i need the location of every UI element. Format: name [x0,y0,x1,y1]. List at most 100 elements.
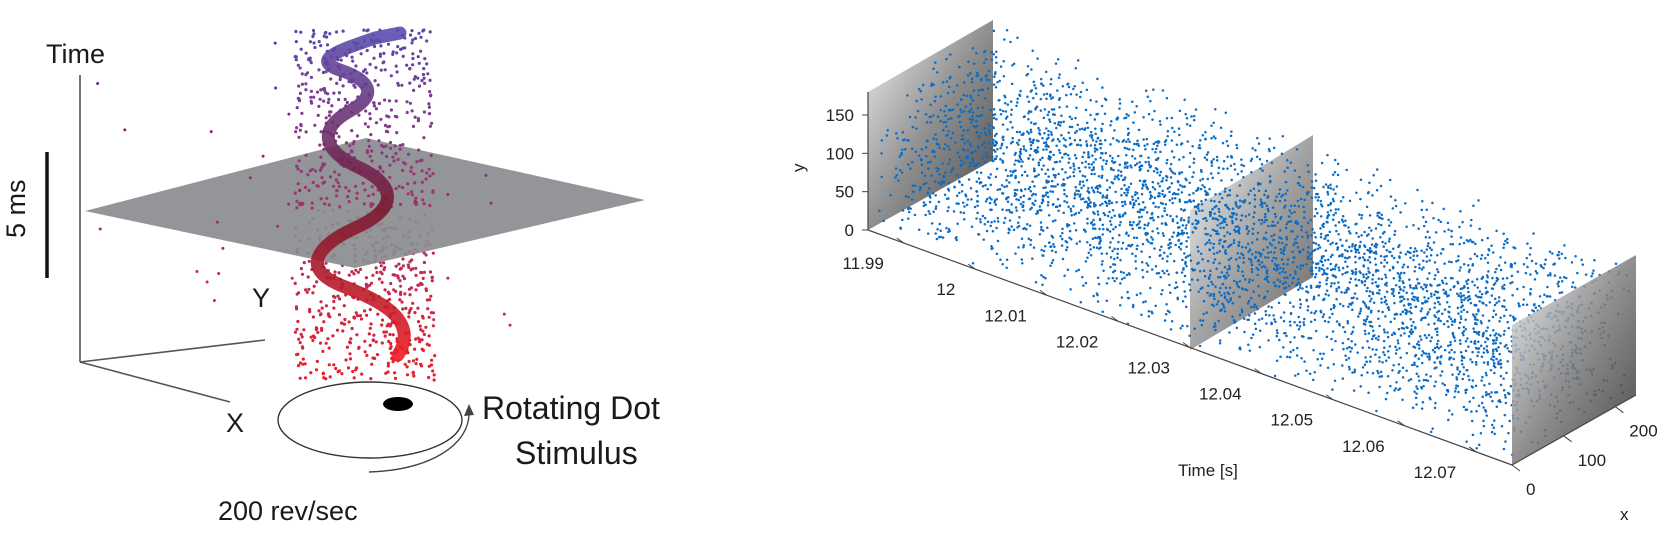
event-point [1187,216,1191,219]
event-point [1280,251,1283,255]
event-point [995,252,999,256]
event-point [1234,320,1237,324]
event-point [309,99,313,103]
event-point [422,260,426,265]
event-point [1218,210,1221,214]
event-point [1045,97,1048,101]
event-point [295,199,299,203]
event-point [1475,278,1479,281]
event-point [1526,265,1529,269]
event-point [1366,275,1370,279]
event-point [1423,283,1426,286]
event-point [419,362,423,366]
event-point [964,194,968,198]
event-point [1040,168,1044,171]
event-point [318,168,323,172]
event-point [1295,241,1298,245]
event-point [1055,126,1058,130]
event-point [1286,166,1289,170]
event-point [994,86,998,89]
event-point [1133,157,1137,160]
event-point [1180,231,1184,235]
event-point [1055,144,1058,148]
event-point [1352,326,1355,329]
event-point [1377,222,1380,226]
event-point [421,72,426,77]
event-point [1477,330,1481,334]
event-point [1251,147,1254,150]
event-point [1418,263,1421,266]
event-point [942,174,946,178]
event-point [1462,330,1466,333]
event-point [1129,202,1132,205]
event-point [407,311,411,315]
event-point [1264,256,1267,259]
event-point [388,332,392,337]
event-point [1480,355,1484,358]
event-point [1349,232,1352,235]
event-point [1264,213,1267,216]
event-point [994,203,998,206]
event-point [383,266,387,270]
event-point [1373,244,1376,248]
event-point [1198,144,1201,147]
event-point [1031,201,1034,205]
event-point [1073,192,1077,195]
event-point [1251,279,1255,282]
event-point [1045,138,1049,141]
event-point [1056,123,1060,126]
event-point [306,275,310,279]
event-point [1482,424,1486,428]
event-point [1428,259,1431,262]
event-point [1073,85,1076,88]
event-point [1454,387,1458,390]
event-point [1411,406,1415,409]
event-point [1413,390,1416,394]
event-point [949,109,952,112]
event-point [1126,188,1130,192]
event-point [976,211,979,215]
event-point [1403,332,1406,335]
event-point [1022,246,1025,249]
event-point [1165,179,1168,182]
event-point [1495,229,1498,233]
event-point [1275,265,1279,268]
event-point [1278,199,1282,203]
event-point [1126,191,1129,194]
event-point [315,184,319,188]
event-point [1247,280,1251,284]
event-point [355,314,360,318]
event-point [932,67,935,71]
event-point [1051,220,1055,223]
event-point [356,270,360,274]
event-point [956,151,960,154]
event-point [1037,173,1040,177]
event-point [1374,242,1378,246]
event-point [401,186,405,190]
event-point [1349,350,1352,353]
event-point [977,89,980,92]
event-point [998,187,1002,191]
event-point [383,334,387,338]
event-point [1349,277,1353,281]
event-point [1159,150,1162,154]
event-point [1557,285,1560,288]
event-point [1298,175,1301,179]
event-point [1061,168,1064,171]
event-point [350,55,354,59]
event-point [1283,170,1287,173]
event-point [1384,315,1387,318]
event-point [431,189,435,193]
event-point [1293,241,1297,245]
event-point [1253,198,1257,201]
event-point [1497,345,1500,349]
event-point [1156,215,1160,219]
event-point [1049,190,1052,193]
event-point [1443,262,1446,265]
event-point [350,129,354,133]
event-point [1140,313,1143,316]
event-point [937,181,940,184]
event-point [924,213,927,217]
event-point [1138,179,1142,183]
event-point [1452,357,1455,361]
